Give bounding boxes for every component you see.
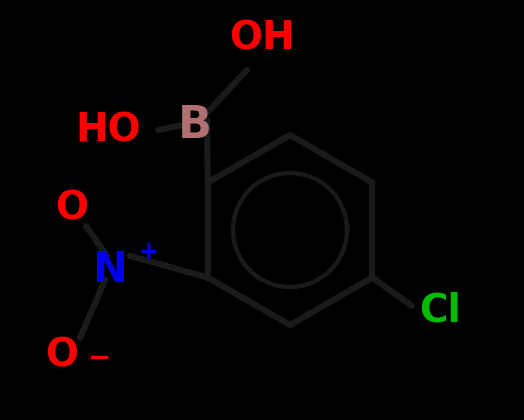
Text: B: B <box>178 103 212 147</box>
Text: HO: HO <box>75 111 141 149</box>
Text: OH: OH <box>229 19 295 57</box>
Text: N: N <box>93 249 127 291</box>
Text: O: O <box>56 189 89 227</box>
Text: −: − <box>89 344 112 372</box>
Text: O: O <box>46 336 79 374</box>
Text: Cl: Cl <box>419 291 461 329</box>
Text: +: + <box>138 240 158 264</box>
